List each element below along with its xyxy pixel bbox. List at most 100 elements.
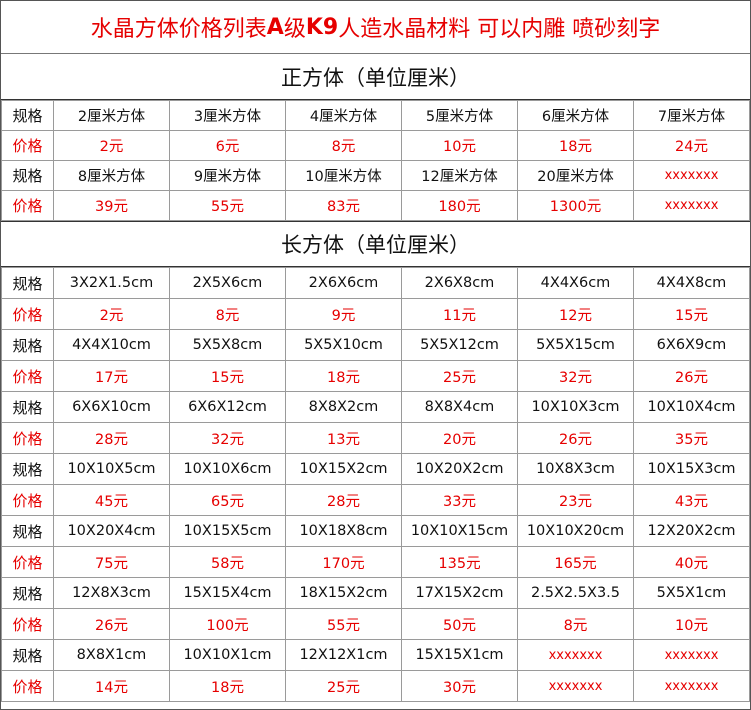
price-label-cell: 价格 <box>1 360 54 392</box>
spec-cell: 8厘米方体 <box>53 160 170 191</box>
spec-label-cell: 规格 <box>1 391 54 423</box>
price-cell: 33元 <box>401 484 518 516</box>
spec-cell: 5X5X15cm <box>517 329 634 361</box>
spec-cell: 10X15X5cm <box>169 515 286 547</box>
spec-cell: xxxxxxx <box>633 160 750 191</box>
spec-row: 规格 8厘米方体 9厘米方体 10厘米方体 12厘米方体 20厘米方体 xxxxxxx <box>1 160 750 191</box>
spec-cell: 6X6X9cm <box>633 329 750 361</box>
price-cell: 26元 <box>517 422 634 454</box>
spec-cell: 5X5X10cm <box>285 329 402 361</box>
price-cell: 10元 <box>633 608 750 640</box>
price-cell: 75元 <box>53 546 170 578</box>
price-cell: 25元 <box>401 360 518 392</box>
price-cell: 50元 <box>401 608 518 640</box>
price-row: 价格 28元 32元 13元 20元 26元 35元 <box>1 422 750 454</box>
spec-cell: 17X15X2cm <box>401 577 518 609</box>
spec-cell: 4X4X10cm <box>53 329 170 361</box>
spec-cell: 10X10X4cm <box>633 391 750 423</box>
spec-cell: 3厘米方体 <box>169 100 286 131</box>
price-row: 价格 14元 18元 25元 30元 xxxxxxx xxxxxxx <box>1 670 750 702</box>
spec-label-cell: 规格 <box>1 577 54 609</box>
spec-row: 规格 10X20X4cm 10X15X5cm 10X18X8cm 10X10X15cm 1… <box>1 515 750 547</box>
title-grade-letter: A <box>266 14 284 40</box>
price-cell: 18元 <box>169 670 286 702</box>
price-cell: 17元 <box>53 360 170 392</box>
price-cell: 45元 <box>53 484 170 516</box>
spec-row: 规格 2厘米方体 3厘米方体 4厘米方体 5厘米方体 6厘米方体 7厘米方体 <box>1 100 750 131</box>
price-cell: 58元 <box>169 546 286 578</box>
spec-cell: xxxxxxx <box>633 639 750 671</box>
spec-cell: 2X6X8cm <box>401 267 518 299</box>
price-cell: 25元 <box>285 670 402 702</box>
price-label-cell: 价格 <box>1 422 54 454</box>
price-cell: 18元 <box>285 360 402 392</box>
price-cell: xxxxxxx <box>633 670 750 702</box>
price-cell: 170元 <box>285 546 402 578</box>
spec-cell: 2厘米方体 <box>53 100 170 131</box>
spec-cell: 12厘米方体 <box>401 160 518 191</box>
price-label-cell: 价格 <box>1 130 54 161</box>
spec-cell: xxxxxxx <box>517 639 634 671</box>
spec-cell: 5厘米方体 <box>401 100 518 131</box>
spec-cell: 12X20X2cm <box>633 515 750 547</box>
spec-cell: 4X4X8cm <box>633 267 750 299</box>
price-cell: 10元 <box>401 130 518 161</box>
spec-row: 规格 6X6X10cm 6X6X12cm 8X8X2cm 8X8X4cm 10X10X3c… <box>1 391 750 423</box>
title-part1: 水晶方体价格列表 <box>90 17 267 42</box>
price-cell: 39元 <box>53 190 170 221</box>
spec-cell: 10X10X6cm <box>169 453 286 485</box>
spec-cell: 10X20X4cm <box>53 515 170 547</box>
spec-cell: 5X5X8cm <box>169 329 286 361</box>
price-cell: 12元 <box>517 298 634 330</box>
spec-cell: 3X2X1.5cm <box>53 267 170 299</box>
price-cell: 1300元 <box>517 190 634 221</box>
spec-row: 规格 12X8X3cm 15X15X4cm 18X15X2cm 17X15X2cm 2.5… <box>1 577 750 609</box>
spec-cell: 6厘米方体 <box>517 100 634 131</box>
price-cell: 24元 <box>633 130 750 161</box>
spec-row: 规格 4X4X10cm 5X5X8cm 5X5X10cm 5X5X12cm 5X5X15c… <box>1 329 750 361</box>
spec-cell: 2X6X6cm <box>285 267 402 299</box>
price-row: 价格 45元 65元 28元 33元 23元 43元 <box>1 484 750 516</box>
price-cell: 6元 <box>169 130 286 161</box>
price-cell: 9元 <box>285 298 402 330</box>
price-cell: 65元 <box>169 484 286 516</box>
spec-cell: 10厘米方体 <box>285 160 402 191</box>
spec-cell: 9厘米方体 <box>169 160 286 191</box>
spec-label-cell: 规格 <box>1 267 54 299</box>
price-cell: xxxxxxx <box>633 190 750 221</box>
spec-label-cell: 规格 <box>1 515 54 547</box>
price-cell: 8元 <box>169 298 286 330</box>
price-cell: 8元 <box>517 608 634 640</box>
spec-cell: 6X6X12cm <box>169 391 286 423</box>
spec-cell: 12X8X3cm <box>53 577 170 609</box>
spec-label-cell: 规格 <box>1 639 54 671</box>
price-cell: 43元 <box>633 484 750 516</box>
price-cell: 28元 <box>53 422 170 454</box>
spec-cell: 10X10X3cm <box>517 391 634 423</box>
price-cell: 26元 <box>53 608 170 640</box>
price-cell: 55元 <box>285 608 402 640</box>
spec-cell: 5X5X12cm <box>401 329 518 361</box>
spec-cell: 2.5X2.5X3.5 <box>517 577 634 609</box>
price-cell: xxxxxxx <box>517 670 634 702</box>
spec-cell: 6X6X10cm <box>53 391 170 423</box>
price-cell: 18元 <box>517 130 634 161</box>
spec-row: 规格 8X8X1cm 10X10X1cm 12X12X1cm 15X15X1cm xxxx… <box>1 639 750 671</box>
price-cell: 40元 <box>633 546 750 578</box>
spec-cell: 10X8X3cm <box>517 453 634 485</box>
spec-cell: 10X10X15cm <box>401 515 518 547</box>
price-cell: 26元 <box>633 360 750 392</box>
price-cell: 15元 <box>169 360 286 392</box>
page-title: 水晶方体价格列表 A 级 K9 人造水晶材料 可以内雕 喷砂刻字 <box>1 1 750 54</box>
spec-cell: 15X15X4cm <box>169 577 286 609</box>
price-cell: 13元 <box>285 422 402 454</box>
spec-cell: 5X5X1cm <box>633 577 750 609</box>
cuboid-price-table: 规格 3X2X1.5cm 2X5X6cm 2X6X6cm 2X6X8cm 4X4X6cm 4… <box>1 267 750 702</box>
price-row: 价格 2元 6元 8元 10元 18元 24元 <box>1 130 750 161</box>
spec-cell: 7厘米方体 <box>633 100 750 131</box>
spec-cell: 8X8X2cm <box>285 391 402 423</box>
price-cell: 11元 <box>401 298 518 330</box>
price-cell: 83元 <box>285 190 402 221</box>
price-cell: 23元 <box>517 484 634 516</box>
spec-label-cell: 规格 <box>1 100 54 131</box>
